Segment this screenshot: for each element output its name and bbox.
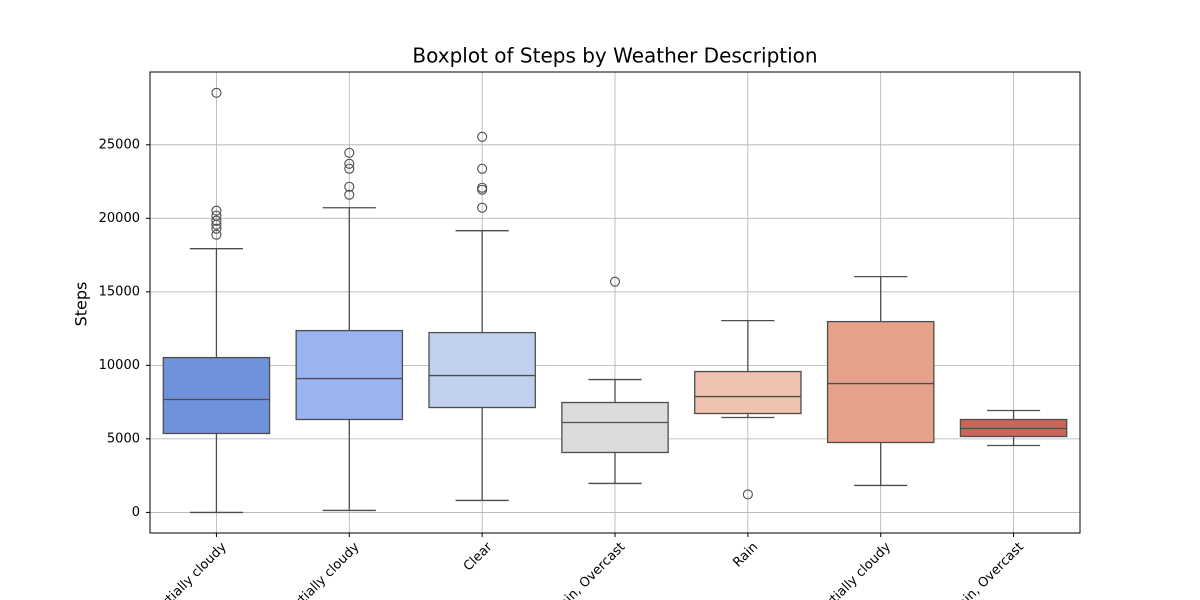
box [694,370,802,415]
y-tick-label: 0 [132,505,140,520]
outlier [742,489,753,500]
y-tick-label: 25000 [99,137,140,152]
y-tick-label: 5000 [107,431,140,446]
outlier [344,189,355,200]
plot-area [162,87,1068,514]
chart-title: Boxplot of Steps by Weather Description [412,44,817,68]
outlier [344,163,355,174]
outlier [211,219,222,230]
outlier [477,163,488,174]
y-axis-label: Steps [72,282,91,327]
outlier [211,223,222,234]
outlier [211,229,222,240]
y-tick-label: 10000 [99,358,140,373]
outlier [344,158,355,169]
outlier [344,147,355,158]
outlier [211,215,222,226]
box [428,331,536,409]
box [162,356,271,435]
y-tick-label: 15000 [99,284,140,299]
outlier [211,205,222,216]
box [295,329,404,421]
box [561,401,669,454]
outlier [477,202,488,213]
outlier [477,184,488,195]
box [826,320,935,444]
y-tick-label: 20000 [99,211,140,226]
outlier [477,131,488,142]
outlier [344,181,355,192]
outlier [211,87,222,98]
outlier [609,276,621,287]
